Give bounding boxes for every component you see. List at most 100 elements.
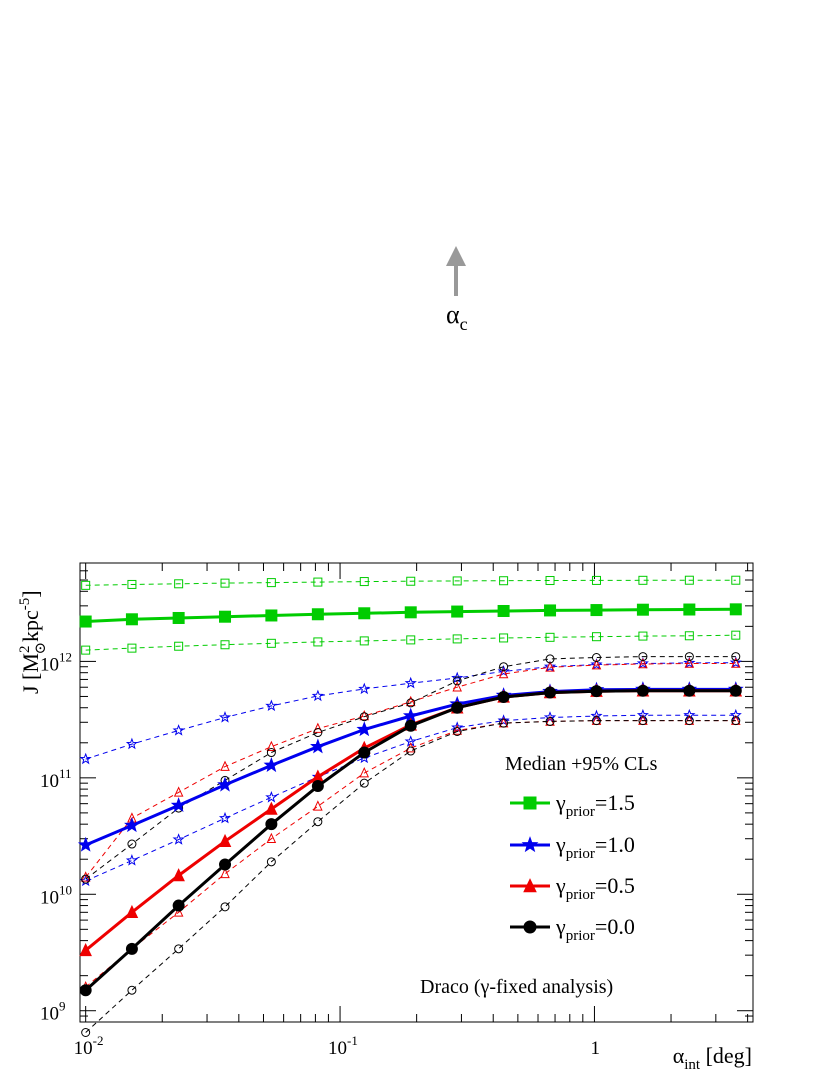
series-1-median-point [356,721,373,737]
series-0-lower-point [499,633,509,643]
series-0-lower-point [545,632,555,642]
series-3-median-point [636,684,649,697]
series-3-lower-point [545,716,555,726]
series-0-lower-point [591,632,601,642]
series-0-lower-point [127,643,137,653]
x-tick-label: 1 [590,1038,600,1059]
x-axis-title: αint [deg] [673,1043,752,1073]
series-0-lower-point [81,645,91,655]
series-1-upper-point [451,671,464,684]
series-3-lower-point [266,857,276,867]
y-tick-label: 1011 [40,766,72,792]
series-3-median-point [219,858,232,871]
series-3-median-point [79,984,92,997]
series-0-median-point [79,615,92,628]
legend-label-3: γprior=0.0 [555,914,635,944]
series-3-upper-point [452,676,462,686]
series-0-upper-point [545,576,555,586]
x-tick-label: 10-1 [328,1033,358,1059]
series-0-lower-point [452,634,462,644]
alpha-c-arrow-head [446,246,466,266]
series-3-upper-point [266,748,276,758]
series-0-lower-point [638,631,648,641]
series-2-upper-point [684,657,695,668]
series-3-upper-point [313,728,323,738]
series-0-lower-point [174,641,184,651]
series-3-median-point [590,685,603,698]
series-0-lower-point [731,630,741,640]
series-1-upper-line [85,662,736,760]
series-3-median-point [404,719,417,732]
series-2-upper-point [591,659,602,670]
series-1-lower-point [125,854,138,866]
series-2-upper-point [80,871,91,882]
series-0-median-point [729,603,742,616]
series-1-upper-point [125,737,138,750]
series-2-median-point [125,904,139,919]
series-1-median-point [217,776,233,792]
series-3-upper-line [85,656,736,880]
series-3-upper-point [127,839,137,849]
series-3-median-point [544,686,557,699]
series-3-lower-point [591,716,601,726]
legend-title: Median +95% CLs [505,753,658,775]
annotations: αc Draco (γ-fixed analysis) [420,246,613,998]
series-0-lower-line [85,634,736,651]
series-1-upper-point [358,682,371,695]
analysis-label: Draco (γ-fixed analysis) [420,976,613,998]
series-3-lower-point [684,716,694,726]
series-3-median-point [172,899,185,912]
series-2-upper-point [266,740,277,752]
series-3-upper-point [406,698,416,708]
series-0-lower-point [359,636,369,646]
series-2-lower-point [173,906,184,917]
series-3-lower-point [313,817,323,827]
series-2-upper-point [359,709,370,721]
series-1-upper-point [497,665,510,677]
legend-marker-3 [523,920,537,934]
legend-label-1: γprior=1.0 [555,832,635,862]
series-3-upper-point [545,654,555,664]
series-3-lower-point [638,716,648,726]
series-2-upper-point [220,760,230,771]
series-1-lower-point [265,790,278,803]
series-0-upper-point [174,579,184,589]
series-1-upper-point [590,658,603,670]
series-2-upper-point [638,658,648,669]
series-1-lower-point [683,708,696,721]
y-axis-title: J [M2⊙kpc-5] [17,590,49,694]
series-1-median-point [170,797,187,813]
legend-marker-0 [523,796,537,810]
series-3-median-point [265,818,278,831]
series-3-lower-point [174,944,184,954]
axis-ticks [80,562,753,1023]
series-2-upper-point [731,657,741,668]
series-0-median-point [544,604,557,617]
y-axis-label: J [M2⊙kpc-5] [17,590,49,694]
series-0-upper-line [85,579,736,586]
series-0-upper-point [638,575,648,585]
series-1-lower-point [218,811,232,824]
series-0-median-point [683,603,696,616]
series-0-median-point [311,608,324,621]
series-2-upper-point [405,695,416,707]
legend-label-2: γprior=0.5 [555,873,635,903]
series-0-upper-point [313,577,323,587]
series-1-upper-point [404,676,417,689]
series-1-median-point [77,836,94,852]
series-1-upper-point [311,689,324,702]
series-0-lower-point [684,631,694,641]
series-1-upper-point [79,752,92,765]
series-2-lower-point [359,767,370,778]
series-3-lower-line [85,720,736,1033]
series-0-upper-point [127,579,137,589]
series-3-lower-point [220,902,230,912]
series-3-median-point [451,701,464,714]
series-0-upper-point [220,578,230,588]
series-2-lower-point [266,832,277,844]
series-3-upper-point [591,653,601,663]
series-3-lower-point [81,1028,91,1037]
series-0-median-point [451,605,464,618]
series-2-lower-point [313,800,323,811]
series-2-lower-point [220,867,230,879]
